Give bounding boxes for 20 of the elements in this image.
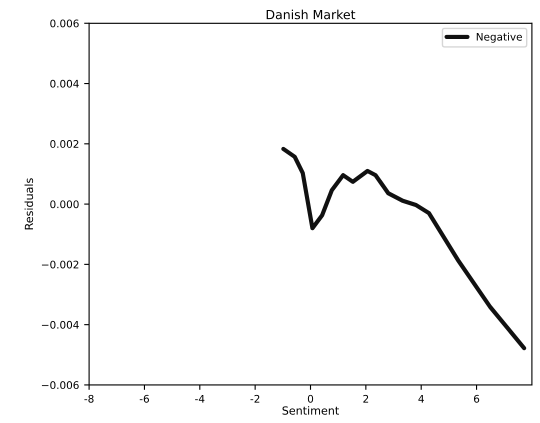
x-tick-label: -6 — [140, 394, 149, 403]
y-tick-label: 0.006 — [50, 19, 79, 28]
x-tick-label: -8 — [84, 394, 94, 403]
x-tick-label: -4 — [195, 394, 204, 403]
legend-label: Negative — [476, 32, 522, 43]
line-series — [281, 146, 526, 350]
x-tick-label: 2 — [363, 394, 368, 403]
y-tick-label: −0.006 — [42, 381, 79, 390]
chart-title: Danish Market — [266, 10, 356, 20]
x-tick-label: 6 — [474, 394, 480, 403]
y-tick-label: 0.002 — [50, 140, 78, 148]
y-tick-label: −0.004 — [42, 320, 79, 329]
x-tick-label: 4 — [418, 394, 424, 403]
y-tick-label: −0.002 — [42, 260, 78, 268]
y-tick-label: 0.000 — [50, 200, 79, 208]
x-axis-title: Sentiment — [282, 406, 339, 415]
y-tick-label: 0.004 — [50, 80, 79, 88]
x-tick-label: 0 — [308, 394, 314, 403]
y-axis-title: Residuals — [24, 178, 34, 230]
x-tick-label: -2 — [250, 394, 260, 403]
